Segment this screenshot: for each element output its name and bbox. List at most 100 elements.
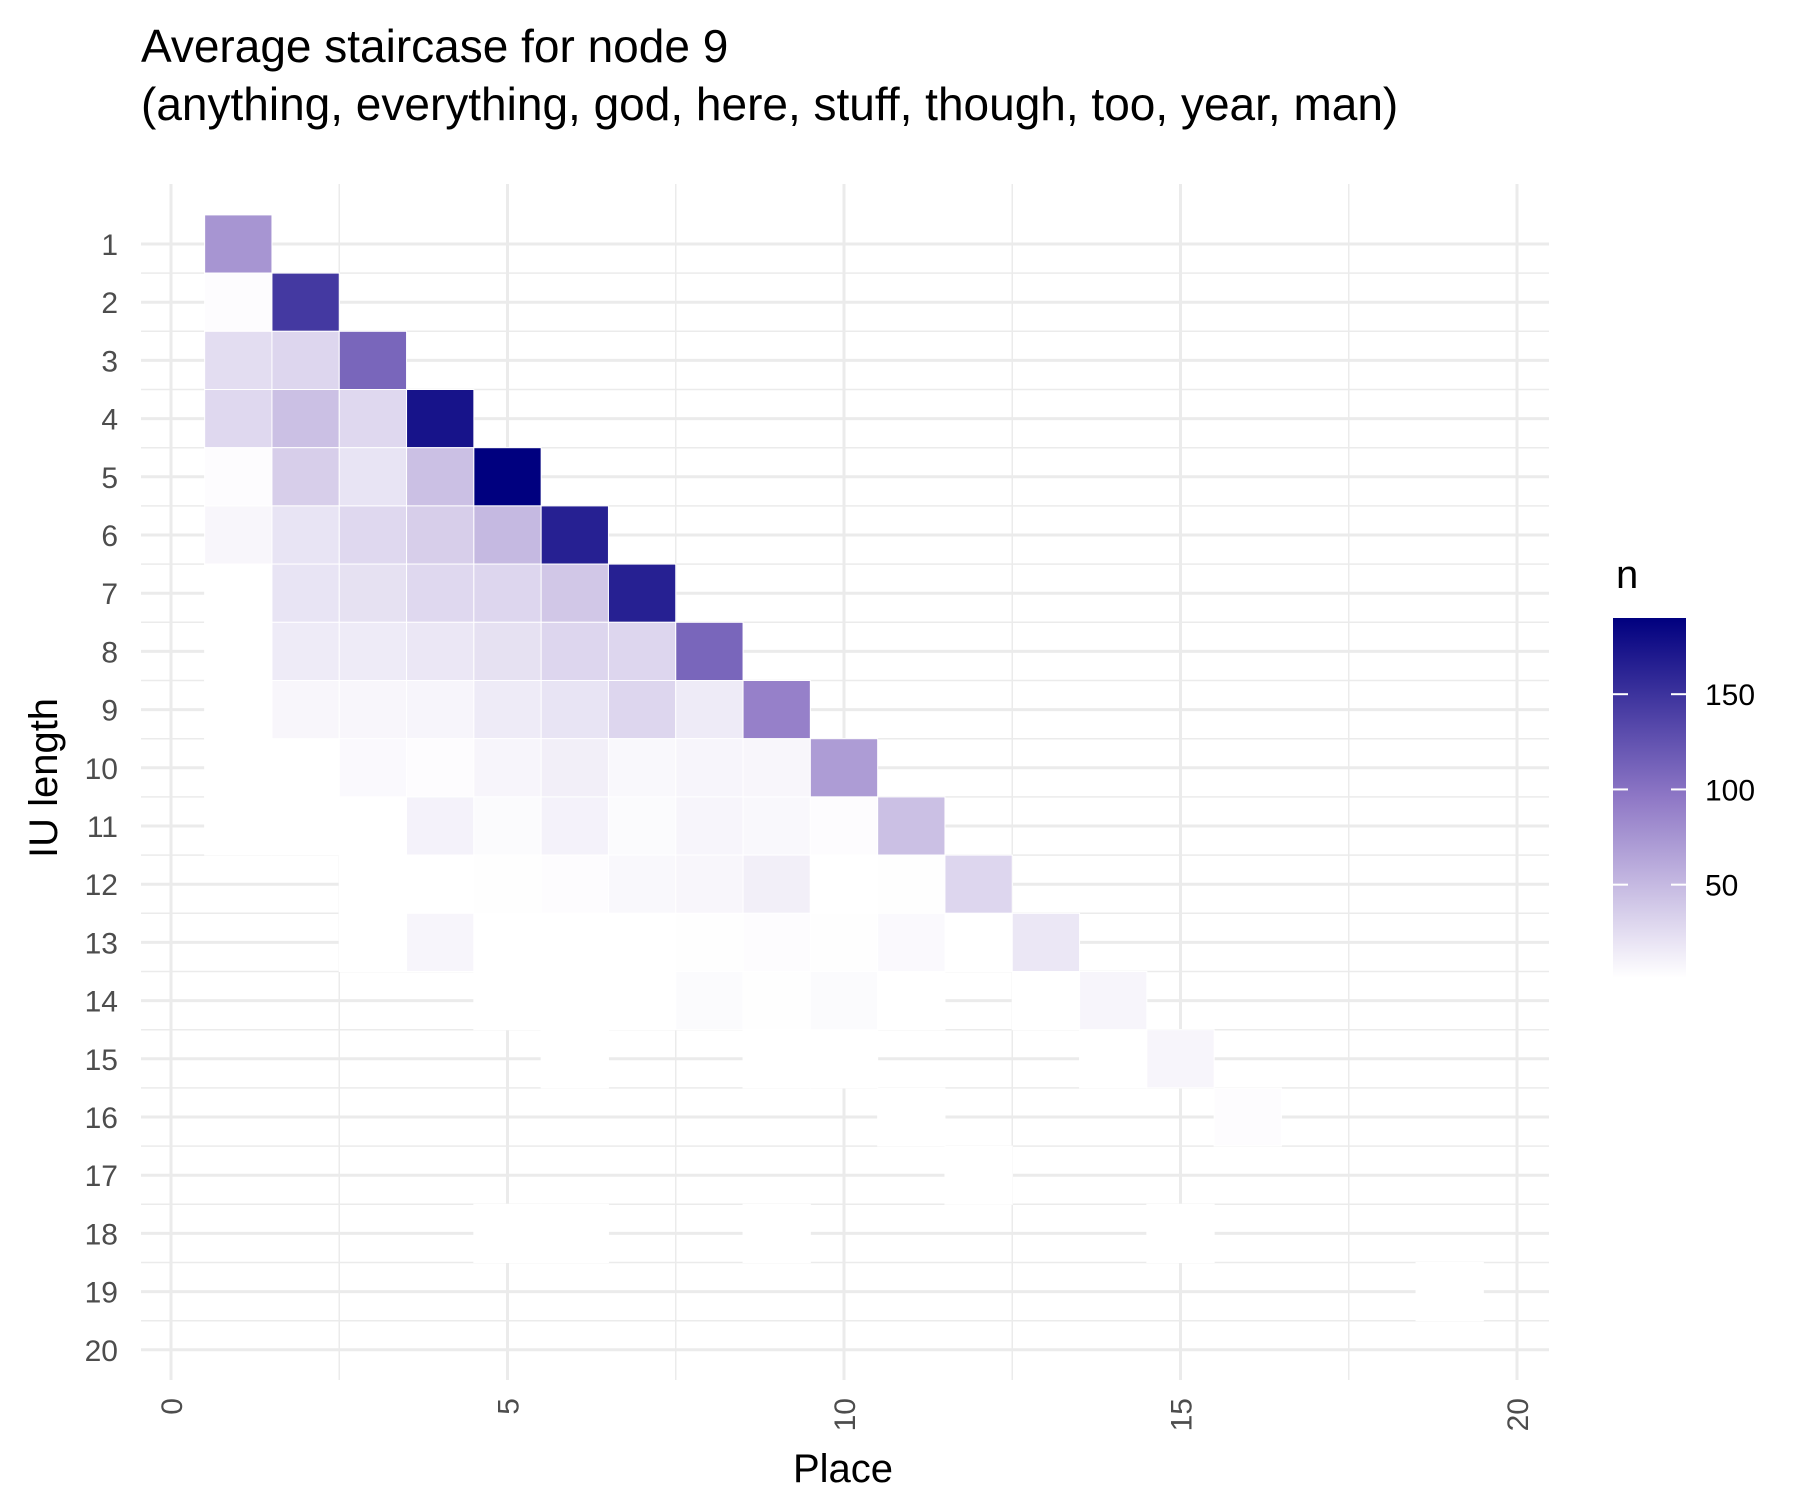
heatmap-cell xyxy=(540,680,609,740)
y-tick-label: 18 xyxy=(85,1218,118,1251)
heatmap-cell xyxy=(204,214,273,274)
heatmap-cell xyxy=(877,796,946,856)
heatmap-cell xyxy=(406,389,475,449)
heatmap-cell xyxy=(540,1029,609,1089)
heatmap-cell xyxy=(338,854,408,914)
heatmap-cell xyxy=(473,796,542,856)
heatmap-cell xyxy=(204,447,273,507)
heatmap-cell xyxy=(473,447,542,507)
heatmap-cell xyxy=(675,971,744,1031)
heatmap-cell xyxy=(204,796,273,856)
heatmap-cell xyxy=(607,854,677,914)
legend: n 50 100 150 xyxy=(1613,553,1755,978)
y-tick-label: 19 xyxy=(85,1277,118,1310)
heatmap-cell xyxy=(675,912,744,972)
legend-title: n xyxy=(1616,553,1638,597)
heatmap-cell xyxy=(675,796,744,856)
heatmap-cell xyxy=(540,1203,609,1264)
y-tick-label: 12 xyxy=(85,869,118,902)
heatmap-cell xyxy=(473,621,542,681)
heatmap-cell xyxy=(809,796,879,856)
heatmap-cell xyxy=(1011,971,1081,1031)
y-tick-label: 15 xyxy=(85,1044,118,1077)
y-tick-label: 20 xyxy=(85,1335,118,1368)
heatmap-cell xyxy=(877,1087,946,1147)
heatmap-cell xyxy=(204,505,273,565)
legend-colorbar xyxy=(1613,618,1686,978)
heatmap-cell xyxy=(338,796,408,856)
heatmap-cell xyxy=(204,621,273,681)
heatmap-cell xyxy=(675,621,744,681)
y-tick-label: 6 xyxy=(101,520,118,553)
y-tick-label: 17 xyxy=(85,1160,118,1193)
y-tick-label: 16 xyxy=(85,1102,118,1135)
heatmap-cell xyxy=(338,621,408,681)
y-tick-label: 2 xyxy=(101,287,118,320)
heatmap-cell xyxy=(204,330,273,390)
heatmap-cells xyxy=(204,214,1484,1322)
heatmap-cell xyxy=(809,854,879,914)
heatmap-cell xyxy=(944,1145,1013,1205)
heatmap-cell xyxy=(271,389,340,449)
heatmap-cell xyxy=(204,272,273,332)
heatmap-cell xyxy=(742,912,811,972)
heatmap-cell xyxy=(1415,1262,1484,1322)
heatmap-cell xyxy=(809,912,879,972)
heatmap-cell xyxy=(271,272,340,332)
heatmap-cell xyxy=(809,971,879,1031)
heatmap-cell xyxy=(406,680,475,740)
heatmap-cell xyxy=(271,447,340,507)
y-tick-label: 11 xyxy=(87,811,118,844)
heatmap-cell xyxy=(271,563,340,623)
heatmap-cell xyxy=(607,563,677,623)
heatmap-cell xyxy=(540,563,609,623)
y-tick-label: 8 xyxy=(101,636,118,669)
heatmap-cell xyxy=(271,505,340,565)
x-tick-label: 5 xyxy=(493,1398,526,1415)
heatmap-cell xyxy=(406,505,475,565)
heatmap-cell xyxy=(742,738,811,798)
heatmap-cell xyxy=(607,621,677,681)
heatmap-cell xyxy=(473,854,542,914)
heatmap-cell xyxy=(406,854,475,914)
heatmap-cell xyxy=(742,971,811,1031)
heatmap-cell xyxy=(271,796,340,856)
heatmap-cell xyxy=(809,1029,879,1089)
heatmap-cell xyxy=(877,912,946,972)
heatmap-cell xyxy=(742,796,811,856)
y-tick-label: 13 xyxy=(85,927,118,960)
y-tick-label: 14 xyxy=(85,986,118,1019)
x-tick-label: 20 xyxy=(1502,1398,1535,1431)
heatmap-cell xyxy=(809,738,879,798)
heatmap-cell xyxy=(607,796,677,856)
grid xyxy=(141,184,1549,1380)
heatmap-cell xyxy=(1146,1029,1215,1089)
y-tick-label: 7 xyxy=(101,578,118,611)
heatmap-cell xyxy=(540,621,609,681)
heatmap-cell xyxy=(338,563,408,623)
heatmap-cell xyxy=(271,621,340,681)
heatmap-cell xyxy=(338,330,408,390)
heatmap-cell xyxy=(540,738,609,798)
heatmap-cell xyxy=(338,680,408,740)
heatmap-cell xyxy=(540,854,609,914)
heatmap-cell xyxy=(944,912,1013,972)
heatmap-cell xyxy=(473,971,542,1031)
heatmap-cell xyxy=(1079,971,1148,1031)
heatmap-cell xyxy=(473,563,542,623)
legend-tick-label: 100 xyxy=(1705,774,1755,807)
heatmap-cell xyxy=(675,680,744,740)
x-axis-title: Place xyxy=(793,1447,893,1491)
heatmap-cell xyxy=(607,680,677,740)
heatmap-cell xyxy=(944,854,1013,914)
y-tick-label: 3 xyxy=(101,345,118,378)
y-axis-title: IU length xyxy=(22,698,66,858)
heatmap-cell xyxy=(204,680,273,740)
heatmap-cell xyxy=(406,796,475,856)
heatmap-cell xyxy=(204,563,273,623)
heatmap-cell xyxy=(877,971,946,1031)
heatmap-cell xyxy=(271,738,340,798)
heatmap-cell xyxy=(406,738,475,798)
